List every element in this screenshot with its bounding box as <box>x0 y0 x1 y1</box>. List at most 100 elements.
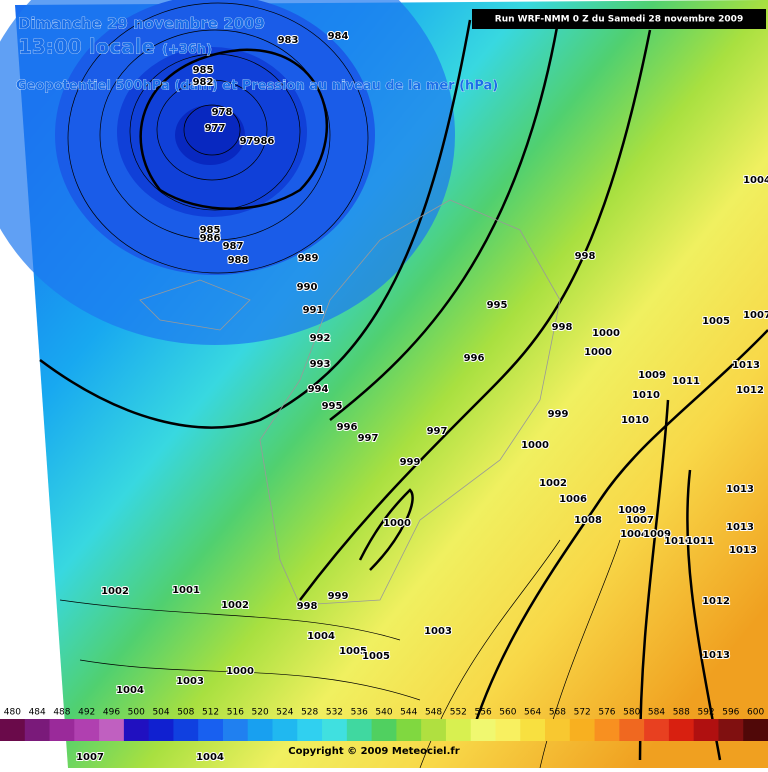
isobar-label: 998 <box>552 322 573 333</box>
isobar-label: 1013 <box>726 522 754 533</box>
scale-label: 564 <box>524 708 541 718</box>
isobar-label: 1010 <box>621 415 649 426</box>
scale-swatch <box>222 719 249 741</box>
date: Dimanche 29 novembre 2009 <box>18 15 265 33</box>
isobar-label: 1004 <box>116 685 144 696</box>
scale-label: 500 <box>128 708 145 718</box>
scale-label: 596 <box>722 708 739 718</box>
scale-swatch <box>74 719 100 741</box>
isobar-label: 1012 <box>702 596 730 607</box>
color-scale: 480 484 488 492 496 500 504 508 512 516 520 524 528 5… <box>0 708 768 741</box>
isobar-label: 992 <box>310 333 331 344</box>
isobar-label: 999 <box>400 457 421 468</box>
isobar-label: 995 <box>322 401 343 412</box>
scale-label: 484 <box>29 708 46 718</box>
scale-swatch <box>49 719 75 741</box>
scale-label: 504 <box>152 708 169 718</box>
isobar-label: 1000 <box>592 328 620 339</box>
run-box <box>472 9 766 29</box>
scale-label: 576 <box>598 708 615 718</box>
scale-swatch <box>470 719 496 741</box>
scale-label: 584 <box>648 708 665 718</box>
scale-swatch <box>743 719 768 741</box>
isobar-label: 985 <box>200 225 221 236</box>
scale-swatch <box>123 719 150 741</box>
isobar-label: 97986 <box>240 136 275 147</box>
isobar-label: 1000 <box>521 440 549 451</box>
scale-swatch <box>148 719 174 741</box>
scale-label: 496 <box>103 708 120 718</box>
isobar-label: 1011 <box>686 536 714 547</box>
subtitle: Geopotentiel 500hPa (dam) et Pression au… <box>16 79 498 94</box>
isobar-label: 1000 <box>584 347 612 358</box>
borders <box>139 199 561 606</box>
scale-swatch <box>495 719 521 741</box>
scale-swatch <box>198 719 224 741</box>
isobar-label: 1009 <box>643 529 671 540</box>
isobar-label: 1003 <box>424 626 452 637</box>
isobar-label: 1004 <box>307 631 335 642</box>
isobar-label: 1005 <box>702 316 730 327</box>
isobar-label: 993 <box>310 359 331 370</box>
scale-swatch <box>371 719 397 741</box>
scale-label: 516 <box>227 708 244 718</box>
isobar-label: 1013 <box>726 484 754 495</box>
isobar-label: 1006 <box>559 494 587 505</box>
isobar-label: 1013 <box>702 650 730 661</box>
isobar-label: 1010 <box>664 536 692 547</box>
isobar-label: 1005 <box>362 651 390 662</box>
scale-swatch <box>644 719 670 741</box>
isobar-label: 1013 <box>729 545 757 556</box>
scale-swatch <box>322 719 348 741</box>
scale-swatch <box>346 719 373 741</box>
isobar-label: 977 <box>205 123 226 134</box>
isobar-label: 999 <box>328 591 349 602</box>
scale-label: 548 <box>425 708 442 718</box>
scale-swatch <box>173 719 199 741</box>
scale-label: 592 <box>697 708 714 718</box>
isobar-label: 1002 <box>221 600 249 611</box>
lead: (+36h) <box>162 43 212 58</box>
isobar-label: 1007 <box>76 752 104 763</box>
isobar-label: 984 <box>328 31 349 42</box>
scale-swatch <box>545 719 571 741</box>
isobar-label: 1009 <box>618 505 646 516</box>
scale-label: 532 <box>326 708 343 718</box>
copyright: Copyright © 2009 Meteociel.fr <box>288 746 459 757</box>
isobar-label: 1000 <box>383 518 411 529</box>
scale-swatch <box>668 719 695 741</box>
scale-label: 588 <box>673 708 690 718</box>
isobar-label: 978 <box>212 107 233 118</box>
isobar-label: 985 <box>193 65 214 76</box>
isobar-label: 1004 <box>743 175 768 186</box>
isobar-label: 998 <box>575 251 596 262</box>
scale-swatch <box>99 719 125 741</box>
scale-label: 552 <box>450 708 467 718</box>
isobar-label: 1002 <box>101 586 129 597</box>
low-pressure <box>0 0 455 345</box>
isobar-label: 996 <box>464 353 485 364</box>
scale-label: 560 <box>499 708 516 718</box>
scale-label: 508 <box>177 708 194 718</box>
scale-label: 556 <box>475 708 492 718</box>
isobar-label: 1002 <box>539 478 567 489</box>
scale-swatch <box>445 719 472 741</box>
isobar-label: 1004 <box>196 752 224 763</box>
scale-swatch <box>24 719 51 741</box>
isobar-label: 986 <box>200 233 221 244</box>
isobar-label: 991 <box>303 305 324 316</box>
isobar-label: 1000 <box>226 666 254 677</box>
isobar-label: 1012 <box>736 385 764 396</box>
isobar-label: 1001 <box>172 585 200 596</box>
scale-label: 580 <box>623 708 640 718</box>
scale-swatch <box>272 719 298 741</box>
scale-swatch <box>247 719 274 741</box>
isobar-label: 1013 <box>732 360 760 371</box>
isobar-label: 1007 <box>626 515 654 526</box>
scale-swatch <box>421 719 447 741</box>
scale-label: 572 <box>574 708 591 718</box>
isobar-label: 988 <box>228 255 249 266</box>
isobar-label: 990 <box>297 282 318 293</box>
isobar-label: 1004 <box>620 529 648 540</box>
